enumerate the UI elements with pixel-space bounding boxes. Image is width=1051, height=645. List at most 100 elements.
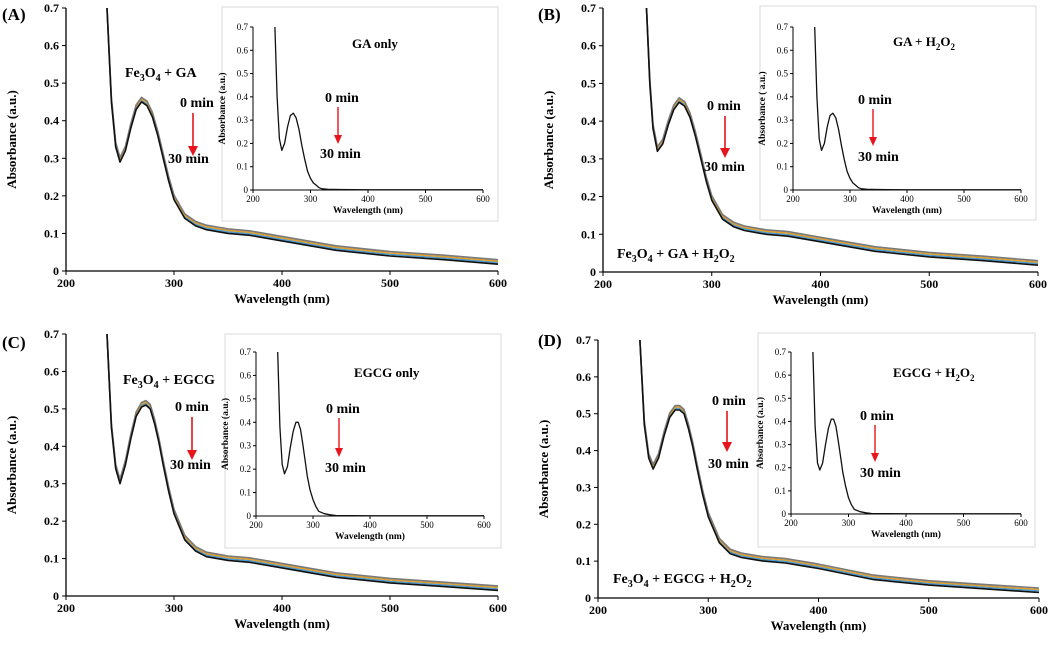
y-tick-label: 0.2: [576, 517, 591, 531]
y-tick-label: 0.7: [576, 333, 591, 347]
x-tick-label: 400: [900, 194, 914, 204]
y-tick-label: 0.7: [44, 1, 59, 15]
y-axis-label: Absorbance (a.u.): [217, 72, 228, 144]
y-tick-label: 0.2: [775, 463, 786, 473]
panel-c: (C) 200 300 400 500 600 0 0.1 0.2 0.3 0.4 0.5 0.6 0.…: [2, 327, 507, 631]
y-tick-label: 0.5: [237, 69, 249, 79]
main-plot: 200 300 400 500 600 0 0.1 0.2 0.3 0.4 0.5 0.6 0.7 Wav…: [4, 1, 507, 306]
y-tick-label: 0.1: [576, 554, 591, 568]
y-tick-label: 0.2: [237, 138, 248, 148]
x-tick-label: 500: [920, 603, 938, 617]
spectrum-line: [274, 26, 483, 191]
y-tick-label: 0.6: [237, 45, 249, 55]
x-axis-label: Wavelength (nm): [234, 291, 330, 306]
y-tick-label: 0.4: [576, 444, 591, 458]
x-axis-label: Wavelength (nm): [234, 616, 330, 631]
y-tick-label: 0.3: [44, 151, 59, 165]
inset-arrow-head: [334, 135, 342, 144]
spectrum-line: [639, 339, 1040, 589]
x-tick-label: 200: [786, 194, 800, 204]
panel-label: (A): [2, 5, 26, 24]
x-tick-label: 400: [899, 518, 913, 528]
x-tick-label: 500: [381, 601, 399, 615]
sample-label: Fe3O4 + GA + H2O2: [617, 247, 735, 265]
y-axis-label: Absorbance (a.u.): [220, 398, 231, 470]
arrow-start-label: 0 min: [175, 400, 209, 415]
x-tick-label: 600: [1014, 518, 1028, 528]
y-tick-label: 0.7: [777, 22, 789, 32]
arrow-start-label: 0 min: [180, 96, 214, 111]
x-axis-label: Wavelength (nm): [773, 292, 869, 307]
arrow-start-label: 0 min: [712, 394, 746, 409]
inset-arrow-end-label: 30 min: [858, 150, 899, 165]
y-tick-label: 0.3: [576, 480, 591, 494]
y-tick-label: 0.3: [44, 477, 59, 491]
y-tick-label: 0.6: [775, 370, 787, 380]
panel-a: (A) 200 300 400 500 600 0 0.1 0.2 0.3 0.4 0.5 0.6 0.…: [2, 1, 507, 306]
y-tick-label: 0.3: [775, 440, 787, 450]
y-tick-label: 0.6: [576, 370, 591, 384]
arrow-end-label: 30 min: [168, 152, 209, 167]
y-axis-label: Absorbance (a.u.): [541, 91, 556, 190]
y-axis-label: Absorbance ( a.u.): [757, 71, 768, 145]
inset-arrow-start-label: 0 min: [858, 93, 892, 108]
y-tick-label: 0.5: [576, 407, 591, 421]
inset-plot: 200 300 400 500 600 0 0.1 0.2 0.3 0.4 0.5 0.6 0.7 Wav…: [220, 347, 491, 542]
arrow-head: [187, 450, 197, 460]
spectrum-line: [106, 333, 499, 587]
y-axis-label: Absorbance (a.u.): [4, 90, 19, 189]
y-tick-label: 0: [244, 185, 249, 195]
y-tick-label: 0: [782, 509, 787, 519]
x-tick-label: 400: [812, 277, 830, 291]
x-tick-label: 400: [273, 276, 291, 290]
inset-plot: 200 300 400 500 600 0 0.1 0.2 0.3 0.4 0.5 0.6 0.7 Wav…: [757, 22, 1028, 216]
x-tick-label: 300: [304, 194, 318, 204]
inset-arrow-start-label: 0 min: [325, 91, 359, 106]
y-tick-label: 0.4: [775, 416, 787, 426]
y-tick-label: 0.1: [44, 552, 59, 566]
y-tick-label: 0.4: [237, 92, 249, 102]
inset-arrow-end-label: 30 min: [325, 461, 366, 476]
y-axis-label: Absorbance (a.u.): [4, 416, 19, 515]
panel-label: (B): [538, 5, 561, 24]
spectrum-line: [106, 7, 499, 261]
x-tick-label: 600: [1029, 277, 1047, 291]
x-tick-label: 500: [920, 277, 938, 291]
inset-frame: [757, 332, 1036, 548]
sample-label: Fe3O4 + EGCG + H2O2: [613, 572, 752, 590]
spectrum-line: [106, 7, 499, 265]
y-tick-label: 0: [590, 265, 596, 279]
inset-arrow-head: [871, 453, 879, 462]
arrow-end-label: 30 min: [704, 160, 745, 175]
x-tick-label: 500: [957, 194, 971, 204]
x-tick-label: 200: [594, 277, 612, 291]
x-tick-label: 300: [165, 276, 183, 290]
y-tick-label: 0.4: [240, 417, 252, 427]
panel-label: (D): [538, 331, 562, 350]
arrow-head: [720, 148, 730, 158]
y-tick-label: 0.5: [44, 402, 59, 416]
arrow-end-label: 30 min: [170, 458, 211, 473]
spectrum-line: [277, 351, 484, 517]
inset-frame: [759, 5, 1037, 221]
inset-title: GA + H2O2: [893, 34, 955, 52]
spectrum-line: [812, 351, 1021, 515]
y-tick-label: 0.5: [777, 69, 789, 79]
y-tick-label: 0: [784, 185, 789, 195]
y-tick-label: 0.7: [240, 347, 252, 357]
x-tick-label: 500: [381, 276, 399, 290]
x-axis-label: Wavelength (nm): [335, 531, 405, 542]
x-tick-label: 300: [843, 194, 857, 204]
y-tick-label: 0.3: [777, 115, 789, 125]
y-tick-label: 0.4: [44, 114, 59, 128]
inset-plot: 200 300 400 500 600 0 0.1 0.2 0.3 0.4 0.5 0.6 0.7 Wav…: [755, 347, 1028, 540]
x-tick-label: 300: [703, 277, 721, 291]
y-tick-label: 0.3: [240, 441, 252, 451]
x-tick-label: 200: [589, 603, 607, 617]
y-tick-label: 0.7: [581, 1, 596, 15]
x-tick-label: 500: [957, 518, 971, 528]
y-axis-label: Absorbance (a.u.): [536, 420, 551, 519]
y-tick-label: 0.2: [777, 138, 788, 148]
x-tick-label: 200: [57, 601, 75, 615]
arrow-head: [188, 146, 198, 156]
